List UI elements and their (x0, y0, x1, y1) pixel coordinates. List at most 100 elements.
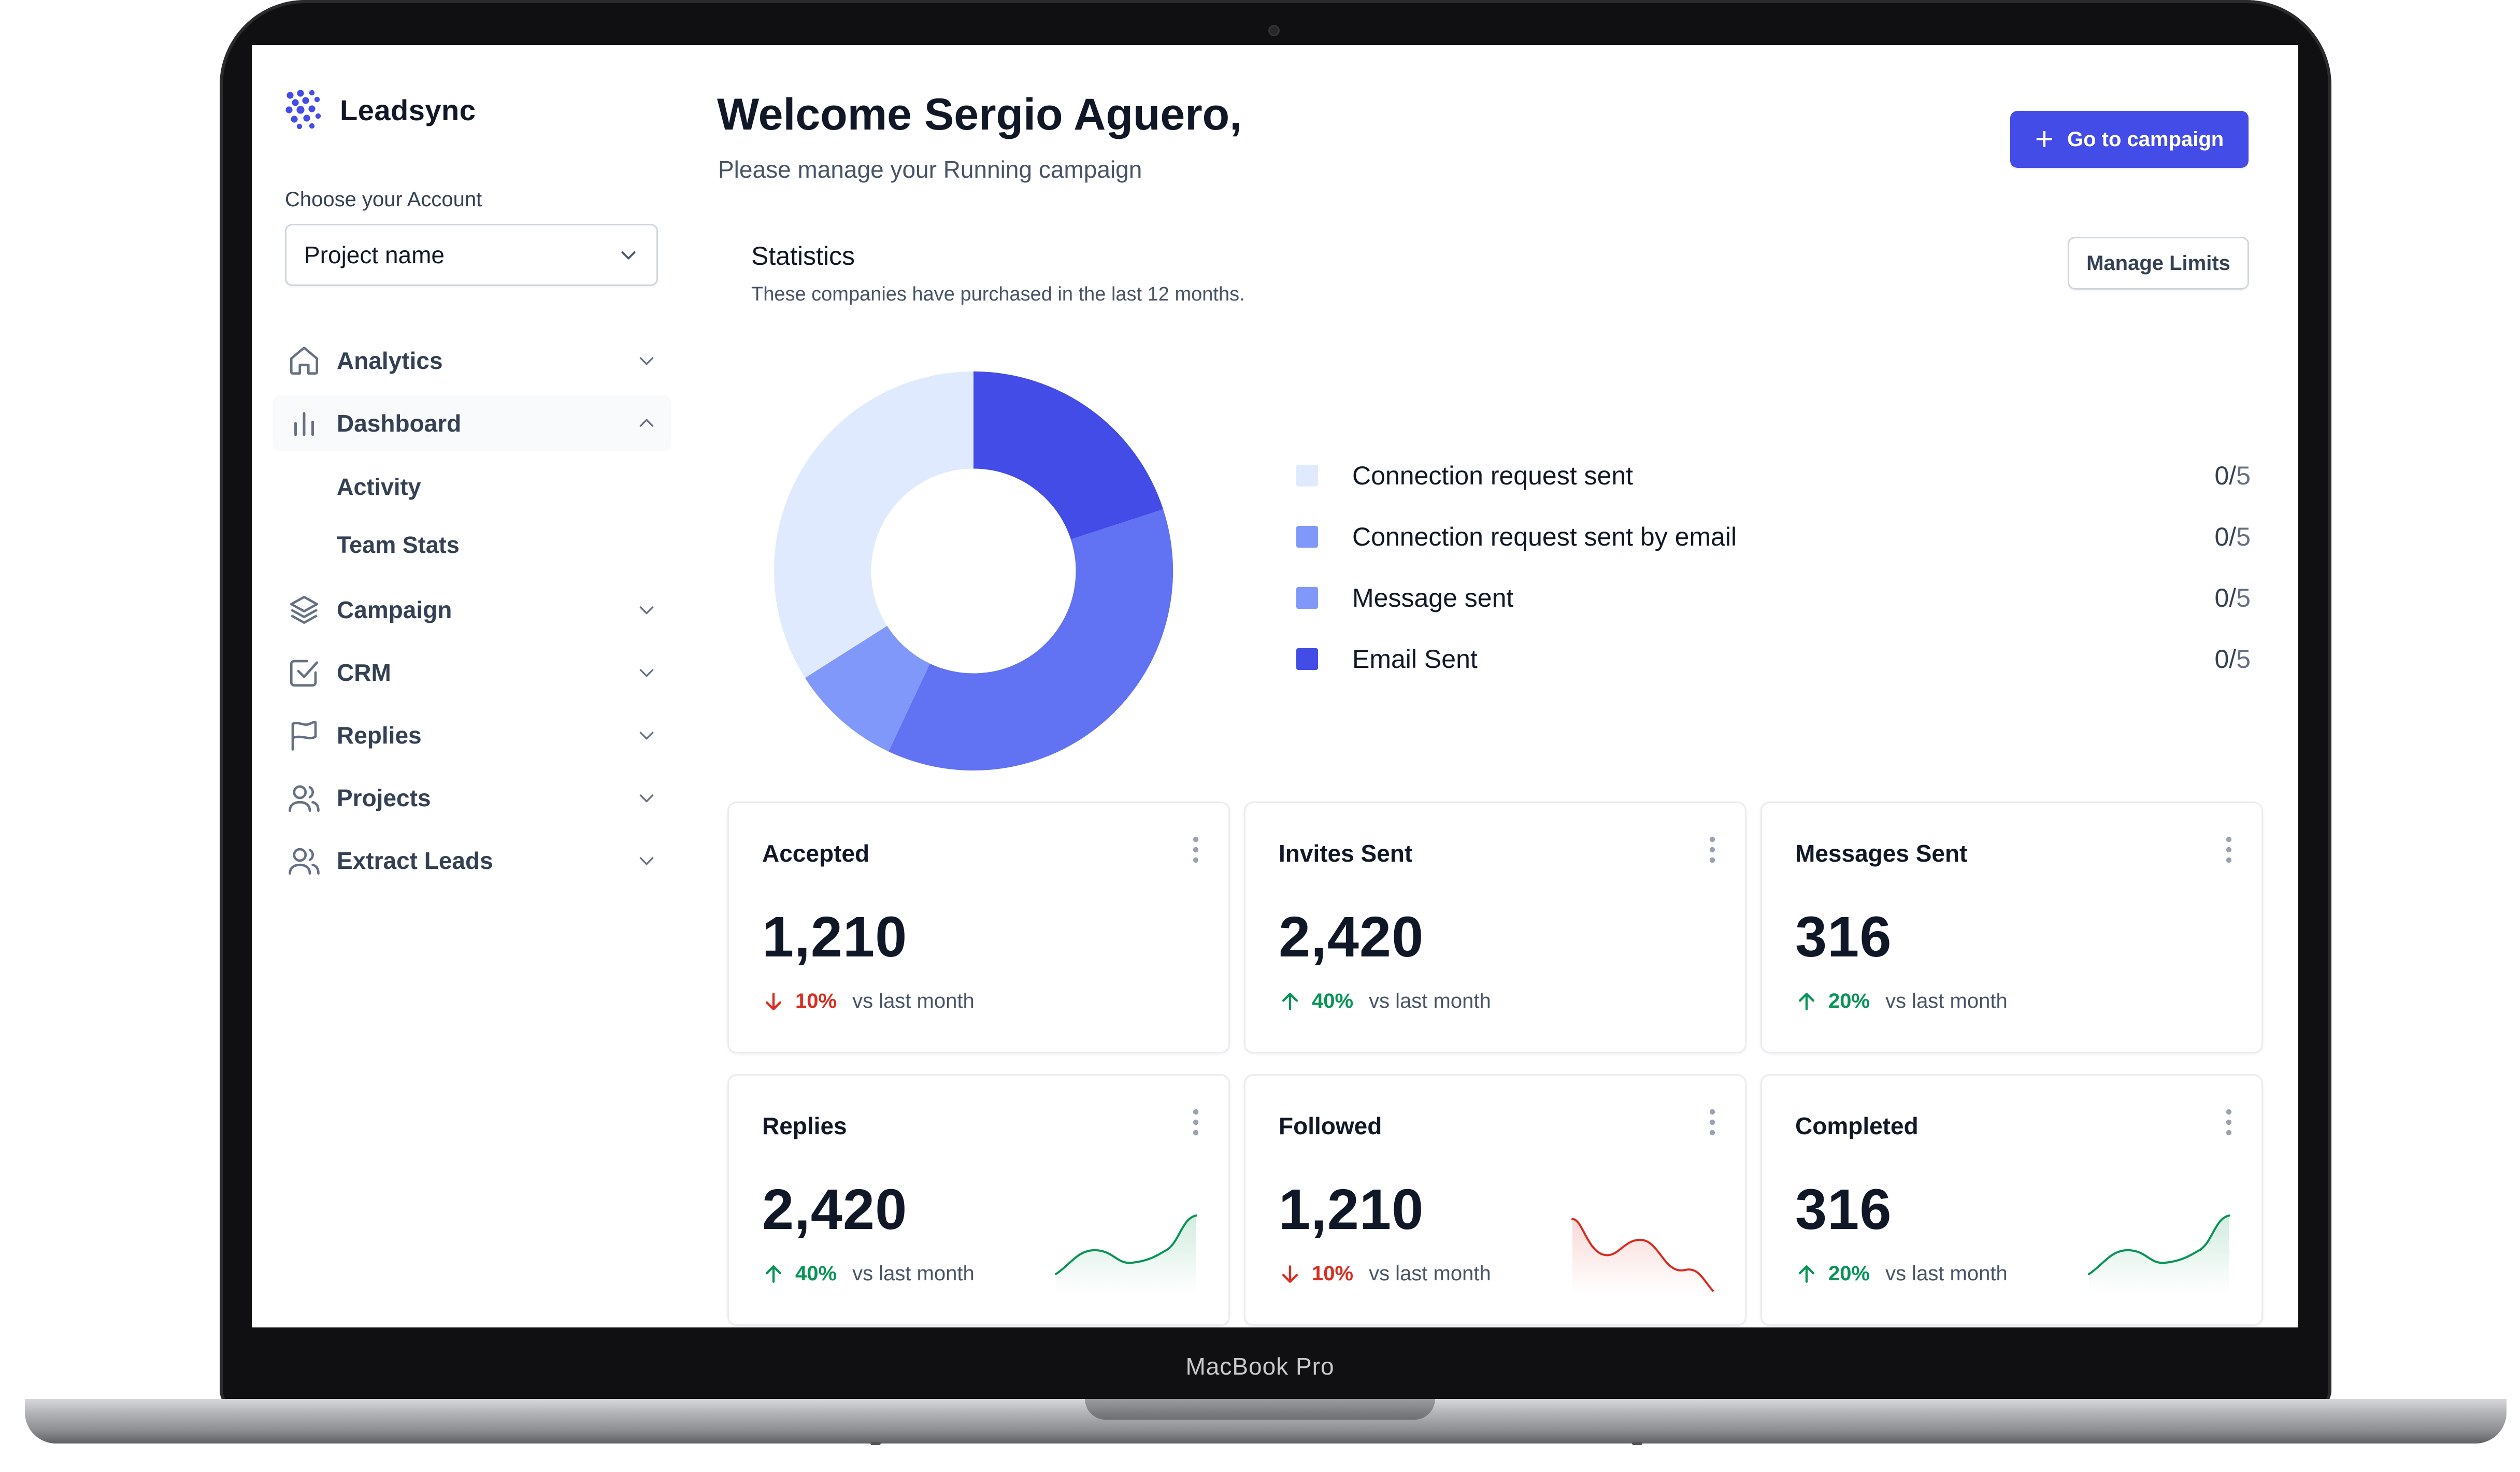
page-title: Welcome Sergio Aguero, (717, 90, 1242, 139)
trend-label: vs last month (1369, 1262, 1491, 1285)
sidebar-item-dashboard[interactable]: Dashboard (273, 395, 671, 451)
arrow-up-icon (1798, 1265, 1815, 1283)
donut-slice-email-sent[interactable] (973, 371, 1164, 539)
donut-slice-message-sent[interactable] (805, 625, 930, 752)
more-options-icon[interactable] (2221, 1107, 2237, 1138)
check-square-icon (290, 660, 319, 687)
trend-percent: 10% (795, 990, 837, 1012)
trend-label: vs last month (1885, 990, 2008, 1012)
chevron-down-icon[interactable] (636, 725, 657, 746)
trend-percent: 40% (1312, 990, 1354, 1012)
sidebar-item-extract-leads[interactable]: Extract Leads (273, 833, 671, 889)
trend-label: vs last month (1885, 1262, 2008, 1285)
sidebar-item-replies[interactable]: Replies (273, 707, 671, 763)
legend-label: Message sent (1352, 583, 1514, 612)
metric-card-title: Followed (1279, 1112, 1382, 1139)
sidebar-item-projects[interactable]: Projects (273, 770, 671, 826)
statistics-legend: Connection request sent 0/5 Connection r… (1296, 445, 2251, 690)
account-label: Choose your Account (285, 188, 482, 211)
metric-card-invites-sent: Invites Sent 2,420 40% vs last month (1244, 802, 1746, 1053)
metric-card-title: Accepted (762, 840, 870, 867)
legend-swatch (1296, 587, 1318, 609)
metric-card-trend: 10% vs last month (1279, 1262, 1491, 1285)
more-options-icon[interactable] (1188, 834, 1204, 865)
sidebar-item-crm[interactable]: CRM (273, 645, 671, 701)
trend-percent: 20% (1828, 1262, 1870, 1285)
main-content: Welcome Sergio Aguero, Please manage you… (717, 45, 2276, 1327)
plus-icon: + (2035, 121, 2054, 157)
metric-card-value: 2,420 (1279, 905, 1424, 969)
sidebar-item-label: Extract Leads (337, 847, 493, 874)
legend-swatch (1296, 526, 1318, 548)
arrow-up-icon (1282, 992, 1298, 1010)
metric-card-trend: 20% vs last month (1795, 990, 2008, 1013)
metric-card-trend: 40% vs last month (762, 1262, 975, 1285)
arrow-down-icon (1282, 1265, 1298, 1283)
go-to-campaign-button[interactable]: + Go to campaign (2010, 111, 2249, 168)
sidebar: Leadsync Choose your Account Project nam… (252, 45, 677, 1327)
statistics-title: Statistics (751, 241, 855, 270)
brand-name: Leadsync (340, 93, 476, 126)
metric-card-value: 316 (1795, 905, 1892, 969)
trend-label: vs last month (852, 1262, 975, 1285)
legend-value: 0/5 (2214, 461, 2251, 490)
laptop-foot (1632, 1442, 1642, 1445)
laptop-foot (870, 1442, 881, 1445)
chevron-down-icon[interactable] (636, 850, 657, 871)
page-subtitle: Please manage your Running campaign (718, 156, 1142, 183)
sparkline (1055, 1214, 1197, 1293)
chevron-down-icon[interactable] (636, 662, 657, 683)
sidebar-subitem-activity[interactable]: Activity (337, 474, 421, 500)
more-options-icon[interactable] (1705, 1107, 1720, 1138)
trend-percent: 10% (1312, 1262, 1354, 1285)
metric-card-replies: Replies 2,420 40% vs last month (727, 1074, 1230, 1326)
chevron-down-icon[interactable] (636, 350, 657, 371)
metric-card-trend: 10% vs last month (762, 990, 975, 1013)
dashboard-submenu: Activity Team Stats (273, 458, 671, 574)
metric-card-completed: Completed 316 20% vs last month (1760, 1074, 2263, 1326)
chevron-up-icon[interactable] (636, 413, 657, 434)
more-options-icon[interactable] (2221, 834, 2237, 865)
flag-icon (291, 721, 317, 751)
metric-card-value: 2,420 (762, 1178, 908, 1241)
account-select-value: Project name (304, 241, 445, 268)
trend-label: vs last month (852, 990, 975, 1012)
more-options-icon[interactable] (1188, 1107, 1204, 1138)
more-options-icon[interactable] (1705, 834, 1720, 865)
statistics-subtitle: These companies have purchased in the la… (751, 283, 1245, 305)
screen: Leadsync Choose your Account Project nam… (252, 45, 2298, 1327)
sidebar-item-label: Replies (337, 722, 422, 749)
legend-item: Message sent 0/5 (1296, 567, 2251, 628)
metric-card-accepted: Accepted 1,210 10% vs last month (727, 802, 1230, 1053)
sidebar-item-analytics[interactable]: Analytics (273, 333, 671, 389)
chevron-down-icon[interactable] (636, 788, 657, 808)
donut-slice-connection-request-sent[interactable] (774, 371, 973, 678)
sidebar-item-label: Projects (337, 784, 431, 811)
legend-label: Email Sent (1352, 645, 1478, 674)
metric-card-title: Messages Sent (1795, 840, 1968, 867)
donut-chart (774, 371, 1173, 771)
chevron-down-icon (621, 251, 636, 260)
sidebar-nav: Analytics Dashboard Activity Team Stats … (273, 333, 671, 895)
chevron-down-icon[interactable] (636, 599, 657, 620)
legend-swatch (1296, 465, 1318, 487)
legend-value: 0/5 (2214, 583, 2251, 612)
metric-card-followed: Followed 1,210 10% vs last month (1244, 1074, 1746, 1326)
bar-chart-icon (294, 412, 314, 436)
sidebar-item-label: Dashboard (337, 410, 462, 437)
trend-percent: 40% (795, 1262, 837, 1285)
account-select[interactable]: Project name (285, 224, 658, 286)
sidebar-subitem-team-stats[interactable]: Team Stats (337, 532, 460, 558)
legend-item: Connection request sent by email 0/5 (1296, 506, 2251, 567)
metric-card-title: Invites Sent (1279, 840, 1413, 867)
arrow-down-icon (765, 992, 782, 1010)
brand[interactable]: Leadsync (284, 89, 476, 131)
sidebar-item-campaign[interactable]: Campaign (273, 582, 671, 638)
metric-card-title: Replies (762, 1112, 847, 1139)
metric-card-trend: 20% vs last month (1795, 1262, 2008, 1285)
home-icon (290, 346, 319, 375)
legend-swatch (1296, 648, 1318, 670)
donut-slice-connection-request-sent-by-email[interactable] (889, 509, 1173, 771)
manage-limits-button[interactable]: Manage Limits (2068, 237, 2249, 290)
users-icon (289, 848, 320, 875)
